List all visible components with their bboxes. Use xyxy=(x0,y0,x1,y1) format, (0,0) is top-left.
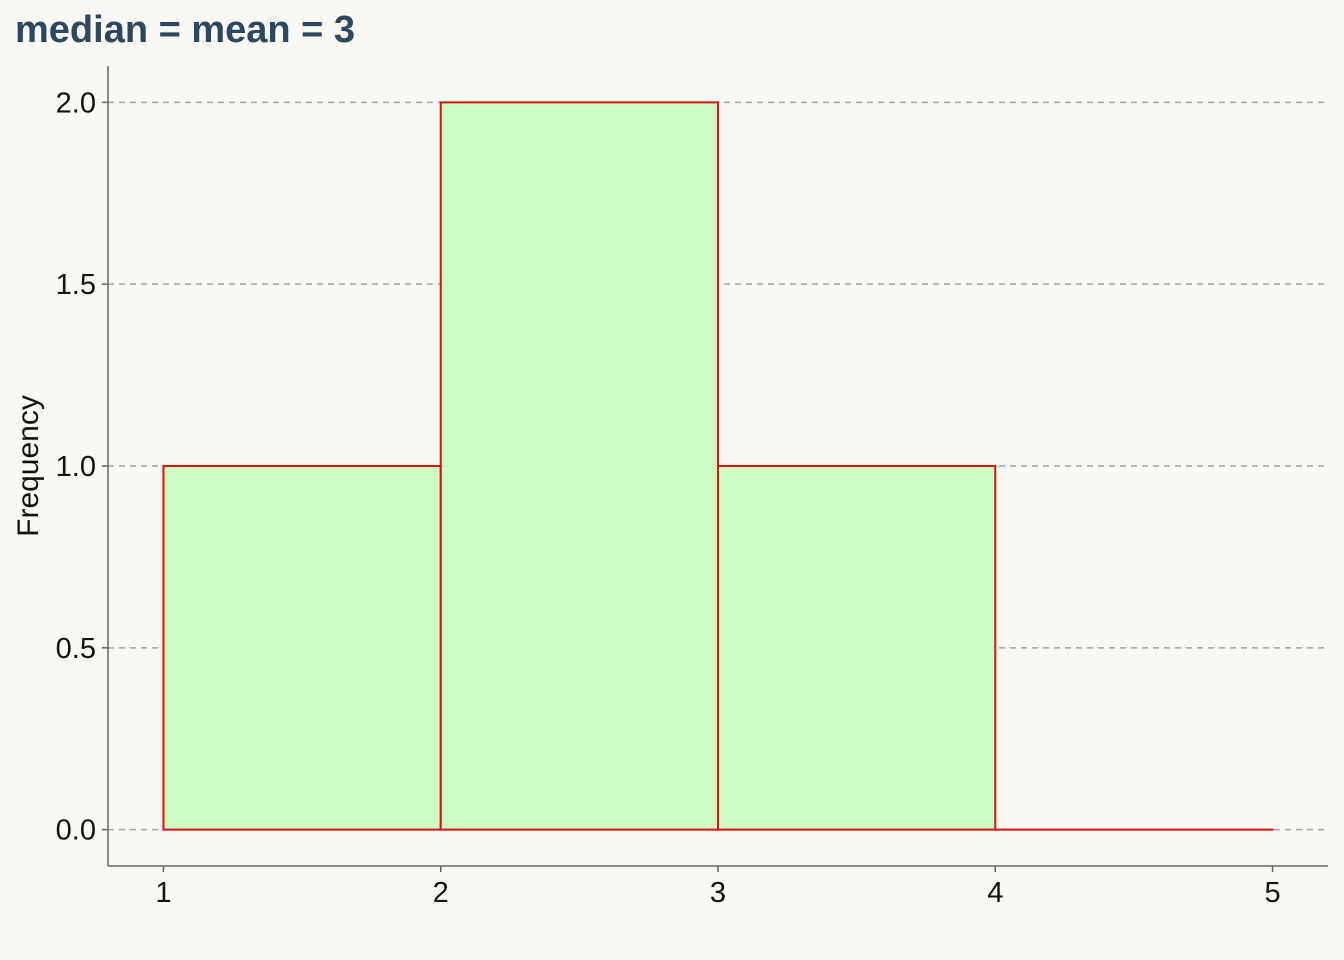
x-tick-label: 3 xyxy=(710,877,726,909)
x-tick-label: 4 xyxy=(987,877,1003,909)
y-tick-label: 0.5 xyxy=(56,633,96,665)
histogram-bar xyxy=(717,465,997,831)
histogram-bar xyxy=(162,465,442,831)
y-tick-label: 2.0 xyxy=(56,87,96,119)
histogram-bars xyxy=(162,101,1274,831)
y-axis-label: Frequency xyxy=(12,395,45,537)
x-tick-label: 5 xyxy=(1264,877,1280,909)
y-tick-label: 1.0 xyxy=(56,451,96,483)
x-tick-label: 1 xyxy=(155,877,171,909)
chart-title: median = mean = 3 xyxy=(15,9,355,51)
histogram-bar xyxy=(439,101,719,831)
y-tick-label: 0.0 xyxy=(56,815,96,847)
y-tick-label: 1.5 xyxy=(56,269,96,301)
x-tick-label: 2 xyxy=(433,877,449,909)
y-tick-labels: 0.0 0.5 1.0 1.5 2.0 xyxy=(56,87,108,847)
x-tick-labels: 1 2 3 4 5 xyxy=(155,866,1281,909)
